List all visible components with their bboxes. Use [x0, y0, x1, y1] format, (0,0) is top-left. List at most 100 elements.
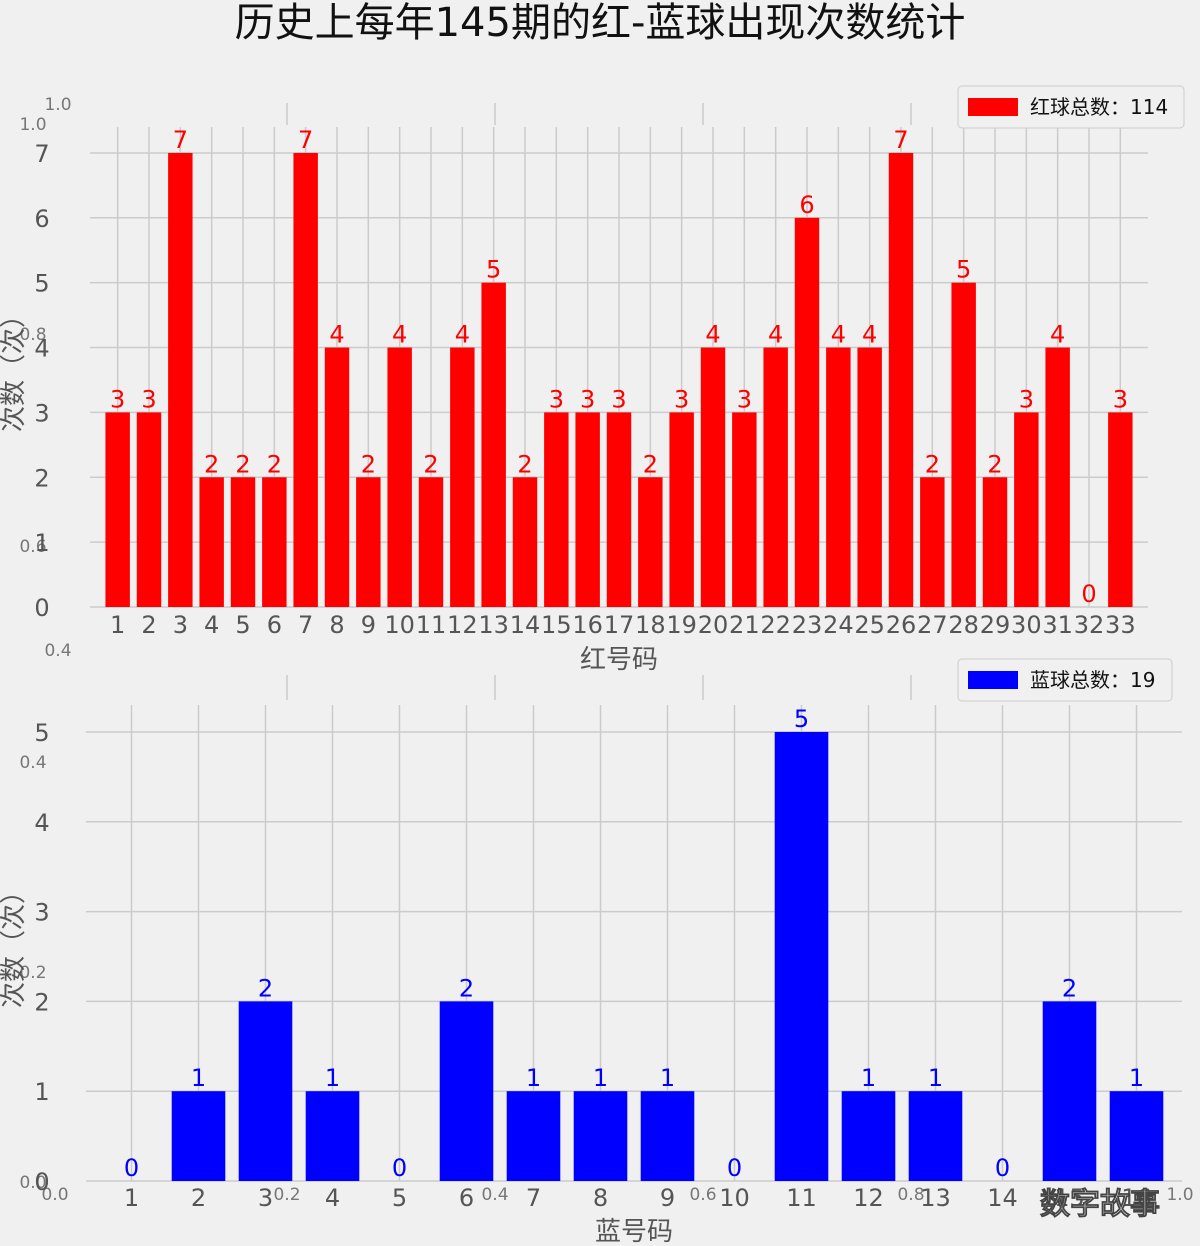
x-tick-label: 15 [1054, 1184, 1085, 1212]
bar-value-label: 7 [173, 126, 188, 154]
bar-13 [481, 282, 506, 607]
y-tick-label: 1 [34, 529, 49, 557]
background-x-tick: 0.6 [689, 1185, 716, 1205]
bar-4 [305, 1091, 360, 1181]
bar-2 [171, 1091, 226, 1181]
x-tick-label: 1 [124, 1184, 139, 1212]
background-y-tick: 1.0 [44, 95, 71, 115]
y-tick-label: 5 [34, 270, 49, 298]
y-tick-label: 6 [34, 205, 49, 233]
x-tick-label: 2 [141, 611, 156, 639]
bar-value-label: 2 [459, 974, 474, 1002]
watermark: 数字故事 [1040, 1187, 1160, 1222]
bar-17 [606, 412, 632, 607]
x-tick-label: 23 [792, 611, 823, 639]
bar-33 [1108, 412, 1133, 607]
x-tick-label: 11 [416, 611, 447, 639]
x-tick-label: 12 [853, 1184, 884, 1212]
blue-ball-chart: 0123450112231405261718190105111121130142… [0, 658, 1182, 1246]
x-tick-label: 22 [760, 611, 791, 639]
y-tick-label: 3 [34, 899, 49, 927]
x-tick-label: 21 [729, 611, 760, 639]
bar-value-label: 1 [861, 1064, 876, 1092]
bar-value-label: 6 [799, 191, 814, 219]
bar-7 [506, 1091, 561, 1181]
bar-value-label: 5 [486, 256, 501, 284]
bar-value-label: 5 [794, 705, 809, 733]
background-y-tick: 0.0 [19, 1173, 46, 1193]
x-tick-label: 28 [948, 611, 979, 639]
bar-value-label: 0 [727, 1154, 742, 1182]
x-axis-label: 蓝号码 [595, 1217, 673, 1246]
bar-28 [951, 282, 976, 607]
bar-27 [920, 477, 945, 607]
background-y-tick: 0.4 [19, 753, 46, 773]
bar-value-label: 3 [611, 385, 626, 413]
bar-value-label: 3 [110, 385, 125, 413]
x-tick-label: 17 [604, 611, 635, 639]
x-tick-label: 24 [823, 611, 854, 639]
x-tick-label: 19 [666, 611, 697, 639]
bar-18 [638, 477, 663, 607]
bar-19 [669, 412, 694, 607]
bar-value-label: 1 [325, 1064, 340, 1092]
bar-2 [136, 412, 162, 607]
x-tick-label: 4 [204, 611, 219, 639]
bar-26 [888, 152, 914, 607]
x-tick-label: 27 [917, 611, 948, 639]
y-tick-label: 0 [34, 1168, 49, 1196]
bar-25 [857, 347, 882, 607]
bar-value-label: 7 [298, 126, 313, 154]
background-y-tick: 0.6 [19, 537, 46, 557]
x-tick-label: 6 [267, 611, 282, 639]
bar-value-label: 3 [1113, 385, 1128, 413]
background-x-tick: 1.0 [1166, 1185, 1193, 1205]
bar-value-label: 0 [124, 1154, 139, 1182]
x-tick-label: 31 [1042, 611, 1073, 639]
bar-value-label: 5 [956, 256, 971, 284]
background-y-tick: 0.8 [19, 325, 46, 345]
bar-6 [439, 1001, 494, 1181]
bar-14 [512, 477, 538, 607]
x-tick-label: 14 [510, 611, 541, 639]
x-tick-label: 8 [329, 611, 344, 639]
legend-swatch [968, 671, 1018, 689]
legend: 蓝球总数：19 [957, 658, 1173, 702]
bar-value-label: 0 [995, 1154, 1010, 1182]
y-tick-label: 2 [34, 464, 49, 492]
bar-29 [982, 477, 1008, 607]
bar-value-label: 4 [831, 321, 846, 349]
bar-31 [1045, 347, 1070, 607]
background-x-tick: 0.4 [481, 1185, 508, 1205]
bar-value-label: 1 [928, 1064, 943, 1092]
bar-value-label: 4 [329, 321, 344, 349]
legend-box [957, 85, 1185, 129]
bar-value-label: 1 [1129, 1064, 1144, 1092]
x-tick-label: 13 [920, 1184, 951, 1212]
legend: 红球总数：114 [957, 85, 1185, 129]
bar-value-label: 4 [705, 321, 720, 349]
bar-7 [293, 152, 318, 607]
bar-24 [826, 347, 851, 607]
x-tick-label: 2 [191, 1184, 206, 1212]
y-tick-label: 0 [34, 594, 49, 622]
x-tick-label: 5 [392, 1184, 407, 1212]
x-axis-label: 红号码 [580, 645, 658, 675]
x-tick-label: 20 [698, 611, 729, 639]
bar-8 [324, 347, 350, 607]
bar-value-label: 2 [643, 450, 658, 478]
x-tick-label: 16 [572, 611, 603, 639]
y-axis-label: 次数（次） [0, 878, 29, 1008]
background-axes: 0.0 0.2 0.4 0.6 0.8 1.00.00.20.40.60.81.01.00… [19, 95, 1193, 1205]
bar-21 [732, 412, 757, 607]
bar-4 [199, 477, 224, 607]
bar-6 [262, 477, 287, 607]
x-tick-label: 30 [1011, 611, 1042, 639]
bar-30 [1014, 412, 1039, 607]
bar-value-label: 0 [392, 1154, 407, 1182]
bar-value-label: 4 [455, 321, 470, 349]
bar-value-label: 2 [204, 450, 219, 478]
x-tick-label: 4 [325, 1184, 340, 1212]
bar-value-label: 3 [580, 385, 595, 413]
x-tick-label: 11 [786, 1184, 817, 1212]
